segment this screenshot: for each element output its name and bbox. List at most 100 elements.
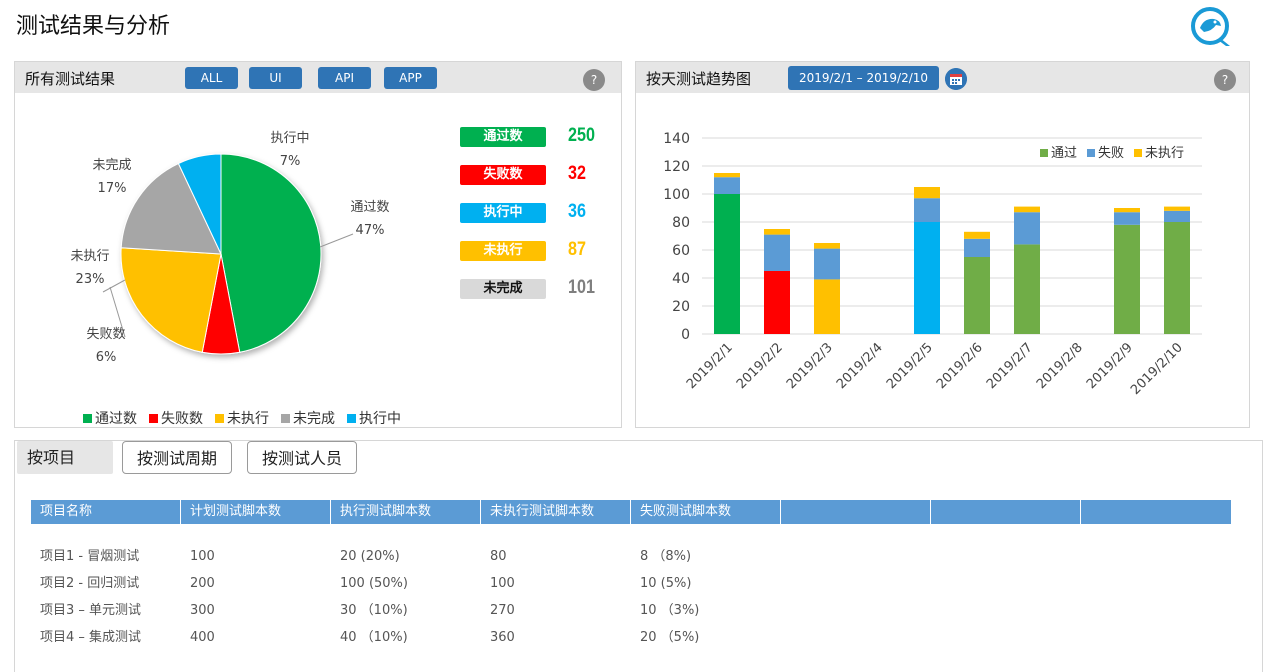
legend-swatch: [1040, 149, 1048, 157]
bar-segment: [1114, 208, 1140, 213]
trend-title: 按天测试趋势图: [646, 70, 752, 88]
bar-segment: [814, 279, 840, 334]
trend-bar-chart: 0204060801001201402019/2/12019/2/22019/2…: [663, 131, 1202, 398]
table-cell: 20 （5%): [640, 630, 700, 645]
legend-swatch: [1134, 149, 1142, 157]
tab-by-cycle[interactable]: 按测试周期: [122, 441, 232, 474]
x-tick-label: 2019/2/6: [934, 340, 986, 392]
bar-segment: [714, 194, 740, 334]
stat-value-0: 250: [568, 125, 595, 146]
legend-passed: 通过数: [83, 408, 137, 428]
pie-label-not-run: 未执行 23%: [70, 249, 110, 287]
bar-segment: [814, 243, 840, 249]
filter-api-button[interactable]: API: [318, 67, 371, 89]
bar-segment: [1014, 244, 1040, 334]
bar-segment: [1164, 222, 1190, 334]
pie-slice-running: [177, 153, 222, 255]
legend-label: 失败: [1098, 146, 1124, 161]
x-tick-label: 2019/2/8: [1034, 340, 1086, 392]
x-tick-label: 2019/2/9: [1084, 340, 1136, 392]
stat-value-1: 32: [568, 163, 586, 184]
table-row: 项目1 - 冒烟测试 100 20 (20%) 80 8 （8%): [31, 547, 931, 567]
table-cell: 20 (20%): [340, 549, 400, 564]
column-header: 未执行测试脚本数: [481, 500, 631, 524]
legend-not-run: 未执行: [215, 408, 269, 428]
column-header: 计划测试脚本数: [181, 500, 331, 524]
legend-incomplete: 未完成: [281, 408, 335, 428]
bar-segment: [964, 238, 990, 257]
y-tick-label: 140: [663, 131, 690, 147]
pie-leader-lines: [102, 233, 354, 338]
overview-title: 所有测试结果: [25, 70, 116, 88]
trend-panel: 按天测试趋势图 2019/2/1 – 2019/2/10 ? 0 20 40 60 80…: [635, 61, 1250, 428]
column-header: 失败测试脚本数: [631, 500, 781, 524]
bar-segment: [1014, 212, 1040, 245]
tab-by-project[interactable]: 按项目: [17, 441, 113, 474]
x-tick-label: 2019/2/4: [834, 340, 886, 392]
x-tick-label: 2019/2/10: [1128, 340, 1186, 398]
x-tick-label: 2019/2/5: [884, 340, 936, 392]
trend-help-icon[interactable]: ?: [1214, 69, 1236, 91]
legend-failed: 失败数: [149, 408, 203, 428]
table-cell: 360: [490, 630, 515, 645]
table-cell: 400: [190, 630, 215, 645]
stat-badge-4: 未完成: [460, 279, 546, 299]
bar-segment: [914, 187, 940, 199]
bar-segment: [1014, 206, 1040, 213]
projects-panel: 按项目 按测试周期 按测试人员 项目名称 计划测试脚本数 执行测试脚本数 未执行测试脚…: [14, 440, 1263, 672]
table-cell: 项目4 – 集成测试: [40, 630, 142, 645]
table-cell: 40 （10%): [340, 630, 408, 645]
bar-segment: [964, 257, 990, 334]
pie-label-running: 执行中 7%: [270, 131, 310, 169]
x-tick-label: 2019/2/2: [734, 340, 786, 392]
stat-value-4: 101: [568, 277, 595, 298]
tab-by-tester[interactable]: 按测试人员: [247, 441, 357, 474]
bar-segment: [764, 234, 790, 271]
app-logo-icon: [1191, 7, 1230, 46]
legend-label: 未执行: [1145, 146, 1184, 161]
overview-panel: 所有测试结果 ALL UI API APP ? 执行中 7% 通过数 47% 未完成…: [14, 61, 622, 428]
column-header: [781, 500, 931, 524]
pie-label-failed: 失败数 6%: [86, 327, 126, 365]
table-cell: 300: [190, 603, 215, 618]
table-cell: 8 （8%): [640, 549, 692, 564]
pie-label-passed: 通过数 47%: [350, 200, 390, 238]
y-tick-label: 0: [681, 327, 690, 343]
y-tick-label: 40: [672, 271, 690, 287]
table-row: 项目4 – 集成测试 400 40 （10%) 360 20 （5%): [31, 628, 931, 648]
bar-segment: [814, 248, 840, 280]
bar-segment: [714, 177, 740, 194]
table-cell: 80: [490, 549, 507, 564]
table-cell: 10 (5%): [640, 576, 692, 591]
filter-all-button[interactable]: ALL: [185, 67, 238, 89]
filter-app-button[interactable]: APP: [384, 67, 437, 89]
legend-running: 执行中: [347, 408, 401, 428]
pie-chart: [120, 153, 322, 355]
x-tick-label: 2019/2/1: [684, 340, 736, 392]
calendar-icon[interactable]: [945, 68, 967, 90]
x-tick-label: 2019/2/7: [984, 340, 1036, 392]
legend-swatch: [1087, 149, 1095, 157]
pie-slice-not-run: [120, 247, 222, 353]
column-header: 执行测试脚本数: [331, 500, 481, 524]
stat-badge-3: 未执行: [460, 241, 546, 261]
bar-segment: [1164, 206, 1190, 211]
column-header: [931, 500, 1081, 524]
bar-segment: [764, 229, 790, 235]
table-cell: 200: [190, 576, 215, 591]
stat-badge-2: 执行中: [460, 203, 546, 223]
table-cell: 100 (50%): [340, 576, 408, 591]
legend-label: 通过: [1051, 146, 1077, 161]
y-tick-label: 100: [663, 187, 690, 203]
page-title: 测试结果与分析: [16, 14, 171, 39]
date-range-picker[interactable]: 2019/2/1 – 2019/2/10: [788, 66, 939, 90]
stat-badge-0: 通过数: [460, 127, 546, 147]
overview-help-icon[interactable]: ?: [583, 69, 605, 91]
filter-ui-button[interactable]: UI: [249, 67, 302, 89]
pie-legend: 通过数 失败数 未执行 未完成 执行中: [83, 408, 401, 428]
table-cell: 100: [490, 576, 515, 591]
bar-segment: [764, 271, 790, 334]
bar-segment: [1114, 212, 1140, 225]
bar-segment: [914, 222, 940, 334]
table-cell: 100: [190, 549, 215, 564]
